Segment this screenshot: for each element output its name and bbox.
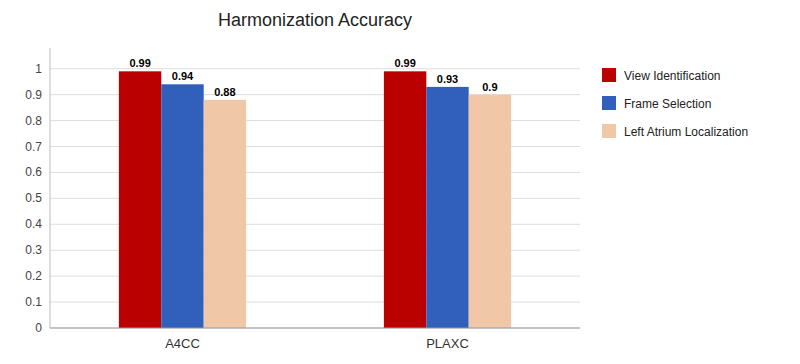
y-tick-label: 0.7 (25, 140, 42, 154)
bar (119, 71, 161, 328)
data-labels: 0.99 0.99 0.94 0.93 0.88 0.9 (129, 57, 497, 98)
chart-container: Harmonization Accuracy 0 0.1 0.2 0.3 0.4 0.5 0.… (0, 0, 800, 364)
data-label: 0.99 (394, 57, 415, 69)
legend-swatch (602, 96, 616, 110)
legend-swatch (602, 68, 616, 82)
data-label: 0.94 (172, 70, 194, 82)
x-axis-line (50, 328, 580, 329)
bar (161, 84, 203, 328)
y-tick-label: 0.8 (25, 114, 42, 128)
chart-title: Harmonization Accuracy (218, 10, 412, 30)
y-tick-label: 0.2 (25, 269, 42, 283)
y-tick-label: 0.9 (25, 88, 42, 102)
chart-svg: Harmonization Accuracy 0 0.1 0.2 0.3 0.4 0.5 0.… (0, 0, 800, 364)
x-tick-label: PLAXC (426, 336, 469, 351)
y-tick-label: 0 (35, 321, 42, 335)
data-label: 0.93 (437, 73, 458, 85)
page: {"chart_data": {"type": "bar", "title": … (0, 0, 800, 364)
y-tick-label: 0.5 (25, 191, 42, 205)
y-tick-label: 1 (35, 62, 42, 76)
data-label: 0.9 (482, 81, 497, 93)
data-label: 0.88 (214, 86, 235, 98)
bar (469, 95, 511, 328)
legend-swatch (602, 124, 616, 138)
y-tick-label: 0.3 (25, 243, 42, 257)
y-axis-line (50, 48, 51, 328)
data-label: 0.99 (129, 57, 150, 69)
bars (119, 71, 511, 328)
legend-label: View Identification (624, 69, 721, 83)
y-tick-label: 0.4 (25, 217, 42, 231)
bar (426, 87, 468, 328)
x-tick-label: A4CC (165, 336, 200, 351)
legend-label: Left Atrium Localization (624, 125, 748, 139)
bar (384, 71, 426, 328)
legend-label: Frame Selection (624, 97, 711, 111)
y-tick-label: 0.6 (25, 165, 42, 179)
legend: View Identification Frame Selection Left A… (602, 68, 748, 139)
bar (204, 100, 246, 328)
y-grid (50, 69, 580, 328)
grid-line (50, 328, 580, 329)
y-tick-label: 0.1 (25, 295, 42, 309)
